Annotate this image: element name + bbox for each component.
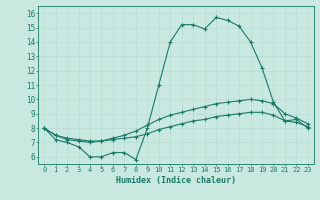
X-axis label: Humidex (Indice chaleur): Humidex (Indice chaleur)	[116, 176, 236, 185]
